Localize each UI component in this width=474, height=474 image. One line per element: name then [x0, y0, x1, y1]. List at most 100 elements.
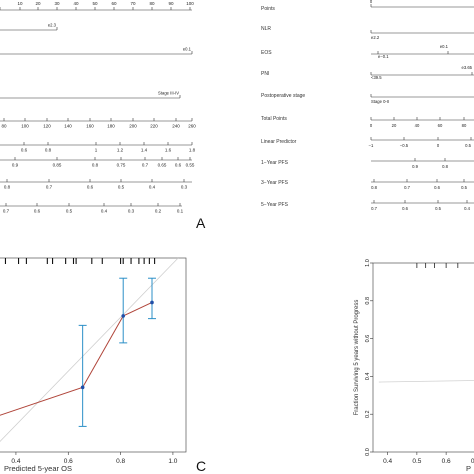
- nomogram-tick-label: e0.1: [440, 44, 449, 49]
- nomogram-tick-label: 0.7: [371, 206, 377, 211]
- nomogram-tick-label: 0.8: [92, 163, 99, 168]
- calibration-point: [150, 300, 154, 305]
- nomogram-row-label: 5−Year PFS: [261, 202, 289, 208]
- reference-line: [0, 257, 179, 443]
- nomogram-row-label: NLR: [261, 26, 271, 32]
- x-axis-label: P: [466, 464, 471, 473]
- nomogram-tick-label: 0: [437, 143, 440, 148]
- nomogram-tick-label: 1.4: [141, 148, 148, 153]
- calibration-point: [80, 385, 85, 390]
- nomogram-tick-label: 0.1: [177, 209, 184, 214]
- y-tick-label: 0.2: [365, 410, 371, 418]
- nomogram-tick-label: e−0.1: [378, 54, 389, 59]
- y-tick-label: 0.6: [365, 335, 371, 343]
- nomogram-tick-label: 1: [95, 148, 98, 153]
- nomogram-tick-label: 80: [149, 1, 155, 6]
- x-tick-label: 0.6: [64, 458, 73, 465]
- nomogram-tick-label: 60: [438, 123, 443, 128]
- nomogram-tick-label: Stage 0-II: [371, 99, 389, 104]
- nomogram-row-label: Postoperative stage: [261, 93, 305, 99]
- nomogram-tick-label: 0.6: [21, 148, 28, 153]
- nomogram-tick-label: 0.2: [155, 209, 162, 214]
- nomogram-tick-label: 0.6: [402, 206, 408, 211]
- nomogram-tick-label: 1.8: [189, 148, 196, 153]
- nomogram-tick-label: 0.8: [442, 164, 448, 169]
- nomogram-tick-label: 0.8: [4, 185, 11, 190]
- nomogram-tick-label: 0.6: [87, 185, 94, 190]
- x-tick-label: 0.6: [442, 458, 451, 465]
- x-tick-label: 0.4: [383, 458, 392, 465]
- nomogram-tick-label: 0.8: [45, 148, 52, 153]
- nomogram-tick-label: 0.7: [404, 185, 410, 190]
- nomogram-tick-label: e0.1: [183, 47, 192, 52]
- x-tick-label: 0.7: [471, 458, 474, 465]
- nomogram-tick-label: 0.5: [118, 185, 125, 190]
- nomogram-row-label: Linear Predictor: [261, 139, 297, 145]
- nomogram-tick-label: 120: [43, 124, 51, 129]
- y-tick-label: 0.0: [365, 448, 371, 456]
- plot-frame: [0, 257, 187, 453]
- x-tick-label: 1.0: [168, 458, 177, 465]
- nomogram-tick-label: 0.7: [46, 185, 53, 190]
- nomogram-tick-label: <39.5: [371, 75, 382, 80]
- nomogram-tick-label: 0.7: [3, 209, 10, 214]
- nomogram-tick-label: 1.6: [165, 148, 172, 153]
- nomogram-row-label: PNI: [261, 71, 269, 77]
- nomogram-tick-label: 240: [172, 124, 180, 129]
- x-axis-label: Predicted 5-year OS: [4, 464, 72, 473]
- nomogram-row-label: 3−Year PFS: [261, 180, 289, 186]
- nomogram-tick-label: 60: [111, 1, 117, 6]
- nomogram-tick-label: 10: [17, 1, 23, 6]
- nomogram-tick-label: 0.3: [181, 185, 188, 190]
- nomogram-tick-label: 100: [21, 124, 29, 129]
- y-tick-label: 0.4: [365, 373, 371, 381]
- calibration-point: [121, 314, 126, 318]
- nomogram-tick-label: 20: [35, 1, 41, 6]
- nomogram-tick-label: e2.3: [48, 23, 57, 28]
- calibration-line: [0, 302, 153, 416]
- nomogram-tick-label: 0.5: [66, 209, 73, 214]
- nomogram-tick-label: 0.4: [464, 206, 470, 211]
- y-tick-label: 0.8: [365, 297, 371, 305]
- nomogram-tick-label: 260: [188, 124, 196, 129]
- calibration-plot-os: 0.4 0.6 0.8 1.0 Predicted 5-year OS: [0, 257, 187, 473]
- nomogram-tick-label: e3.65: [462, 65, 473, 70]
- nomogram-right: Points NLR EOS PNI Postoperative stage Total …: [261, 0, 474, 211]
- reference-line: [378, 380, 474, 383]
- nomogram-tick-label: 0.5: [465, 143, 471, 148]
- nomogram-tick-label: Stage III-IV: [158, 91, 179, 96]
- calibration-plot-pfs: 0.0 0.2 0.4 0.6 0.8 1.0 0.4 0.5 0.6 0.7 Fraction S…: [354, 259, 474, 473]
- nomogram-tick-label: 0.8: [371, 185, 377, 190]
- nomogram-tick-label: 1.2: [117, 148, 124, 153]
- nomogram-tick-label: 70: [130, 1, 136, 6]
- nomogram-tick-label: 50: [92, 1, 98, 6]
- nomogram-tick-label: 200: [129, 124, 137, 129]
- nomogram-tick-label: 0.6: [434, 185, 440, 190]
- nomogram-tick-label: 0.5: [435, 206, 441, 211]
- panel-letter-a: A: [196, 215, 206, 231]
- nomogram-row-label: 1−Year PFS: [261, 160, 289, 166]
- nomogram-tick-label: 160: [86, 124, 94, 129]
- nomogram-left: 10 20 30 40 50 60 70 80 90 100 e2.3 e0.1 Stage III-I…: [0, 1, 196, 214]
- nomogram-tick-label: −1: [369, 143, 374, 148]
- nomogram-tick-label: 30: [54, 1, 60, 6]
- nomogram-tick-label: 0: [370, 123, 373, 128]
- nomogram-tick-label: 0.3: [128, 209, 135, 214]
- y-tick-label: 1.0: [365, 259, 371, 267]
- nomogram-tick-label: 140: [64, 124, 72, 129]
- nomogram-tick-label: 80: [1, 124, 7, 129]
- nomogram-tick-label: 0.9: [412, 164, 418, 169]
- nomogram-tick-label: 220: [150, 124, 158, 129]
- nomogram-tick-label: 100: [186, 1, 194, 6]
- nomogram-tick-label: 0.55: [186, 163, 195, 168]
- x-tick-label: 0.8: [116, 458, 125, 465]
- x-tick-label: 0.5: [412, 458, 421, 465]
- nomogram-tick-label: 40: [415, 123, 420, 128]
- nomogram-tick-label: 80: [462, 123, 467, 128]
- plot-frame: [372, 262, 474, 453]
- nomogram-tick-label: 0.85: [53, 163, 62, 168]
- panel-letter-c: C: [196, 458, 206, 474]
- nomogram-tick-label: e2.2: [371, 35, 380, 40]
- nomogram-tick-label: 0.4: [149, 185, 156, 190]
- nomogram-tick-label: 90: [168, 1, 174, 6]
